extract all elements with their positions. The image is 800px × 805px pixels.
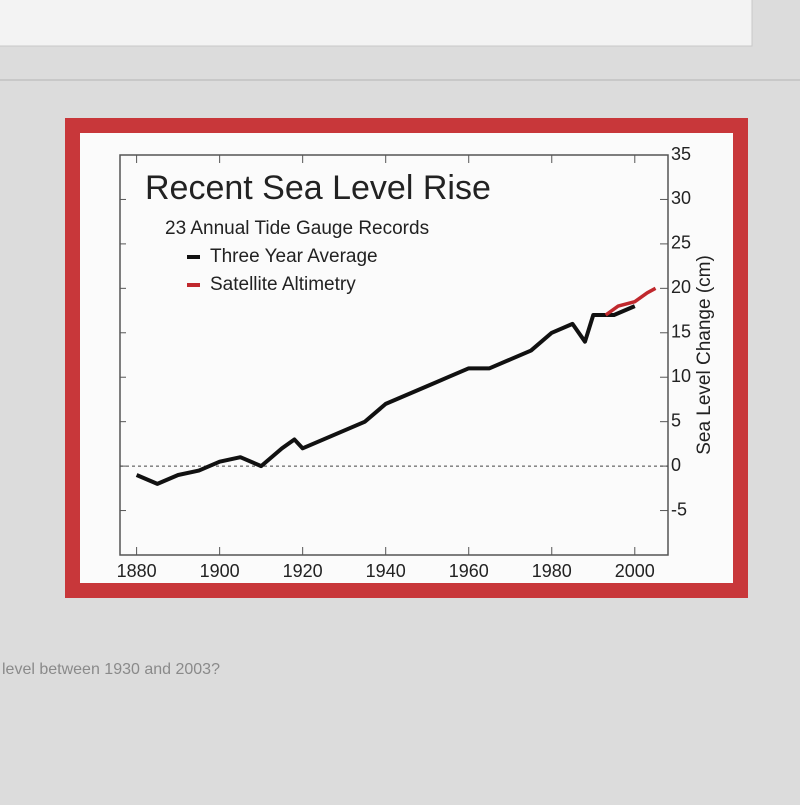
- x-tick-label: 1960: [449, 561, 489, 581]
- question-text: level between 1930 and 2003?: [2, 661, 220, 678]
- chart-title: Recent Sea Level Rise: [145, 169, 491, 207]
- chart-background: [80, 133, 733, 583]
- x-tick-label: 1980: [532, 561, 572, 581]
- x-tick-label: 1880: [117, 561, 157, 581]
- y-tick-label: 25: [671, 233, 691, 253]
- series-line: [604, 286, 657, 317]
- y-tick-label: -5: [671, 499, 687, 519]
- x-tick-label: 2000: [615, 561, 655, 581]
- y-axis-label: Sea Level Change (cm): [694, 255, 715, 455]
- series-line: [135, 304, 636, 486]
- legend-label: Satellite Altimetry: [210, 274, 356, 295]
- chart-subtitle: 23 Annual Tide Gauge Records: [165, 218, 429, 239]
- x-tick-label: 1900: [200, 561, 240, 581]
- y-tick-label: 15: [671, 322, 691, 342]
- x-tick-label: 1940: [366, 561, 406, 581]
- y-tick-label: 30: [671, 188, 691, 208]
- top-card: [0, 0, 753, 47]
- y-tick-label: 10: [671, 366, 691, 386]
- y-tick-label: 20: [671, 277, 691, 297]
- y-tick-label: 5: [671, 410, 681, 430]
- y-tick-label: 0: [671, 455, 681, 475]
- plot-frame: [119, 154, 669, 556]
- x-tick-label: 1920: [283, 561, 323, 581]
- y-tick-label: 35: [671, 144, 691, 164]
- legend-label: Three Year Average: [210, 246, 378, 267]
